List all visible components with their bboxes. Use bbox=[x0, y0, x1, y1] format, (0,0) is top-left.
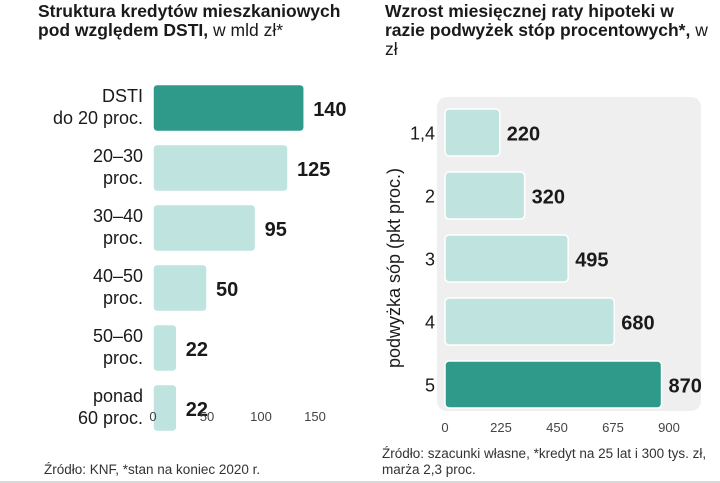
bar-3 bbox=[152, 263, 208, 313]
bar-1 bbox=[152, 143, 289, 193]
bar-3 bbox=[444, 297, 615, 346]
category-label: 50–60 bbox=[93, 326, 143, 346]
bar-2 bbox=[152, 203, 257, 253]
bar-4 bbox=[152, 323, 178, 373]
right-chart-panel: Wzrost miesięcznej raty hipoteki w razie… bbox=[372, 0, 720, 483]
value-label: 22 bbox=[186, 339, 208, 361]
category-label: 40–50 bbox=[93, 266, 143, 286]
bottom-divider bbox=[0, 481, 720, 483]
value-label: 680 bbox=[621, 313, 654, 335]
category-label: ponad bbox=[93, 386, 143, 406]
category-label: 4 bbox=[425, 313, 435, 333]
x-tick-label: 225 bbox=[490, 420, 512, 435]
right-chart-svg: 1,4 220 2 320 3 495 4 680 5 870 0 225 450 675 900 podwy… bbox=[384, 97, 702, 435]
category-label: proc. bbox=[103, 348, 143, 368]
x-tick-label: 900 bbox=[658, 420, 680, 435]
value-label: 140 bbox=[313, 99, 346, 121]
right-chart-title-main: Wzrost miesięcznej raty hipoteki w razie… bbox=[385, 1, 691, 40]
bar-4 bbox=[444, 360, 663, 409]
category-label: 1,4 bbox=[410, 124, 435, 144]
x-tick-label: 450 bbox=[546, 420, 568, 435]
category-label: do 20 proc. bbox=[53, 108, 143, 128]
value-label: 22 bbox=[186, 399, 208, 421]
value-label: 320 bbox=[532, 187, 565, 209]
category-label: proc. bbox=[103, 288, 143, 308]
value-label: 50 bbox=[216, 279, 238, 301]
left-chart-title: Struktura kredytów mieszkaniowych pod wz… bbox=[38, 2, 368, 40]
x-tick-label: 150 bbox=[304, 409, 326, 424]
value-label: 220 bbox=[507, 124, 540, 146]
bar-2 bbox=[444, 234, 569, 283]
right-chart-title-unit: w zł bbox=[385, 20, 708, 59]
left-chart-title-main: Struktura kredytów mieszkaniowych pod wz… bbox=[38, 1, 341, 40]
right-chart-source: Źródło: szacunki własne, *kredyt na 25 l… bbox=[382, 446, 707, 477]
right-chart-title: Wzrost miesięcznej raty hipoteki w razie… bbox=[385, 2, 715, 59]
category-label: 3 bbox=[425, 250, 435, 270]
category-label: 60 proc. bbox=[78, 408, 143, 428]
value-label: 495 bbox=[575, 250, 608, 272]
x-tick-label: 0 bbox=[149, 409, 156, 424]
x-tick-label: 100 bbox=[250, 409, 272, 424]
x-tick-label: 0 bbox=[441, 420, 448, 435]
x-tick-label: 50 bbox=[200, 409, 214, 424]
left-chart-panel: Struktura kredytów mieszkaniowych pod wz… bbox=[38, 2, 368, 478]
bar-0 bbox=[152, 83, 305, 133]
category-label: 30–40 bbox=[93, 206, 143, 226]
left-chart-source: Źródło: KNF, *stan na koniec 2020 r. bbox=[44, 462, 261, 477]
category-label: 2 bbox=[425, 187, 435, 207]
y-axis-title: podwyżka sóp (pkt proc.) bbox=[384, 168, 404, 368]
x-tick-label: 675 bbox=[602, 420, 624, 435]
category-label: 20–30 bbox=[93, 146, 143, 166]
bar-0 bbox=[444, 108, 501, 157]
value-label: 870 bbox=[669, 376, 702, 398]
left-chart-title-unit: w mld zł* bbox=[208, 20, 284, 40]
category-label: 5 bbox=[425, 376, 435, 396]
value-label: 95 bbox=[265, 219, 287, 241]
bar-5 bbox=[152, 383, 178, 433]
category-label: proc. bbox=[103, 228, 143, 248]
value-label: 125 bbox=[297, 159, 330, 181]
category-label: proc. bbox=[103, 168, 143, 188]
category-label: DSTI bbox=[102, 86, 143, 106]
bar-1 bbox=[444, 171, 526, 220]
